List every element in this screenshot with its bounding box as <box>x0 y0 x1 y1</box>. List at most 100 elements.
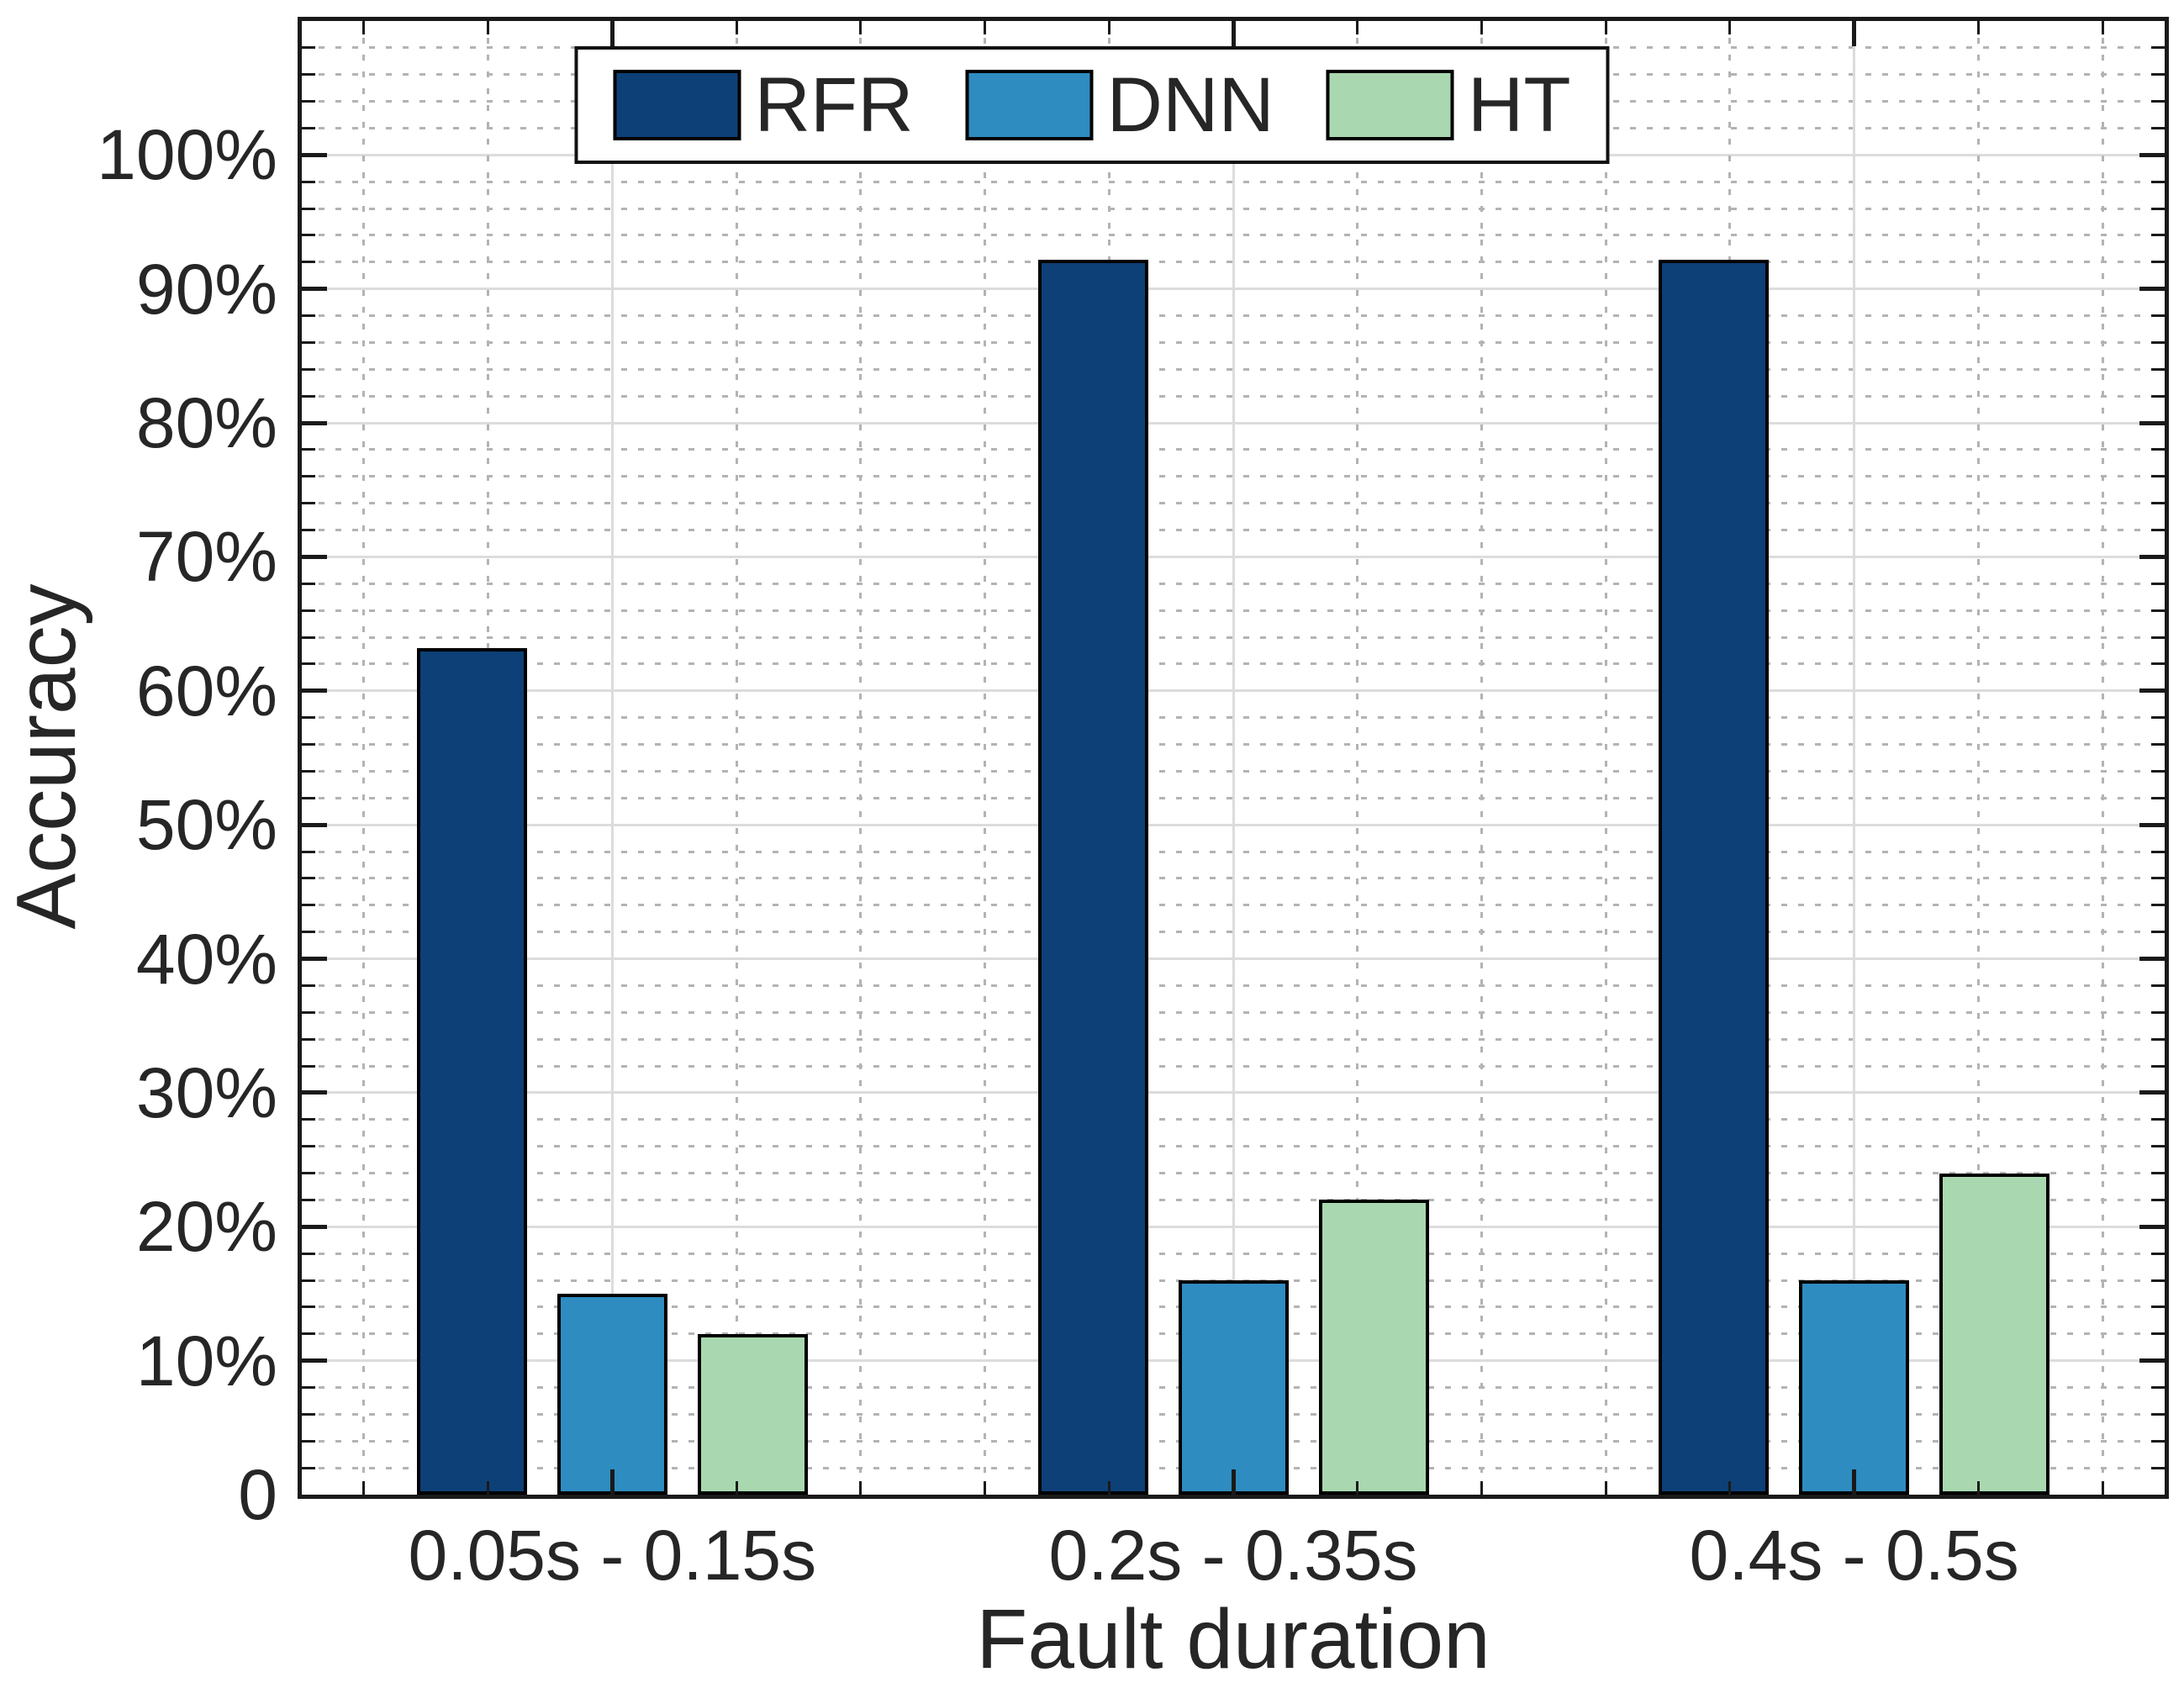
y-tick <box>2139 1358 2165 1364</box>
y-tick <box>302 1090 327 1095</box>
x-tick <box>984 1481 987 1495</box>
y-tick <box>302 984 315 987</box>
gridline-v-minor <box>984 21 987 1495</box>
y-tick <box>2139 688 2165 694</box>
y-tick <box>302 1064 315 1068</box>
y-tick <box>2151 448 2165 451</box>
x-tick <box>609 21 615 46</box>
y-tick <box>302 340 315 344</box>
y-tick <box>302 1037 315 1041</box>
y-tick <box>2151 73 2165 76</box>
y-tick <box>302 287 327 292</box>
gridline-v-minor <box>2101 21 2104 1495</box>
x-tick <box>859 1481 863 1495</box>
y-tick <box>302 636 315 639</box>
y-tick <box>302 394 315 398</box>
y-tick <box>2151 529 2165 532</box>
legend-swatch-rfr <box>613 70 741 140</box>
legend-item-rfr: RFR <box>613 62 914 148</box>
y-tick <box>302 314 315 318</box>
y-tick-label: 20% <box>135 1187 277 1267</box>
y-tick <box>2139 822 2165 827</box>
y-tick <box>2151 743 2165 746</box>
y-tick <box>2151 475 2165 478</box>
y-tick <box>2151 100 2165 103</box>
legend-label-dnn: DNN <box>1106 62 1274 148</box>
gridline-v-minor <box>1976 21 1980 1495</box>
gridline-v-minor <box>1356 21 1359 1495</box>
bar-rfr-group2 <box>1037 259 1148 1495</box>
legend-label-rfr: RFR <box>754 62 914 148</box>
y-tick <box>302 609 315 612</box>
y-tick <box>2151 636 2165 639</box>
y-tick <box>2151 609 2165 612</box>
y-tick-label: 70% <box>135 517 277 597</box>
y-tick <box>2151 716 2165 720</box>
x-tick <box>1728 21 1732 34</box>
x-tick <box>1356 1481 1359 1495</box>
y-tick <box>302 1412 315 1416</box>
y-tick <box>302 1332 315 1336</box>
bar-rfr-group3 <box>1659 259 1770 1495</box>
x-tick-label: 0.2s - 0.35s <box>1048 1516 1418 1595</box>
y-tick <box>2151 1118 2165 1121</box>
x-tick <box>362 21 366 34</box>
x-tick <box>1107 1481 1110 1495</box>
y-tick <box>2151 1010 2165 1014</box>
y-tick <box>2151 180 2165 183</box>
y-tick <box>2139 957 2165 962</box>
x-tick <box>2101 21 2104 34</box>
y-tick <box>302 662 315 666</box>
y-tick-label: 0 <box>238 1455 277 1534</box>
y-tick <box>302 554 327 559</box>
bar-ht-group3 <box>1939 1173 2050 1495</box>
gridline-v-minor <box>859 21 863 1495</box>
y-tick <box>302 1386 315 1389</box>
y-tick <box>302 234 315 237</box>
y-tick <box>302 769 315 773</box>
x-tick <box>1604 1481 1607 1495</box>
y-tick <box>2151 1198 2165 1201</box>
y-tick <box>2151 1466 2165 1469</box>
y-tick <box>302 448 315 451</box>
gridline-v-minor <box>735 21 738 1495</box>
y-tick <box>2139 1090 2165 1095</box>
grid-layer <box>302 21 2165 1495</box>
y-tick <box>2151 1439 2165 1443</box>
y-tick <box>2151 234 2165 237</box>
y-tick <box>302 46 315 50</box>
y-tick <box>302 1118 315 1121</box>
y-tick <box>302 367 315 371</box>
y-tick <box>302 1439 315 1443</box>
y-tick <box>2151 1145 2165 1148</box>
x-tick <box>1728 1481 1732 1495</box>
y-tick <box>2151 1279 2165 1282</box>
bar-rfr-group1 <box>416 647 527 1495</box>
gridline-v-major <box>610 21 614 1495</box>
y-tick <box>2151 582 2165 585</box>
x-tick <box>984 21 987 34</box>
y-tick <box>302 743 315 746</box>
y-tick <box>302 180 315 183</box>
y-tick <box>2151 1332 2165 1336</box>
y-tick <box>2139 152 2165 157</box>
y-tick <box>2151 367 2165 371</box>
y-tick <box>2151 877 2165 880</box>
y-tick <box>2139 287 2165 292</box>
y-tick <box>2139 420 2165 425</box>
tick-layer <box>302 21 2165 1495</box>
y-tick <box>2151 126 2165 129</box>
plot-area <box>298 17 2169 1499</box>
y-tick <box>2151 207 2165 210</box>
x-tick <box>362 1481 366 1495</box>
y-tick-label: 30% <box>135 1052 277 1132</box>
x-tick <box>1356 21 1359 34</box>
y-tick <box>302 475 315 478</box>
x-tick <box>735 21 738 34</box>
y-tick <box>2151 340 2165 344</box>
bar-ht-group2 <box>1318 1200 1429 1495</box>
y-tick <box>302 582 315 585</box>
legend: RFR DNN HT <box>574 46 1610 164</box>
bar-ht-group1 <box>697 1333 808 1495</box>
